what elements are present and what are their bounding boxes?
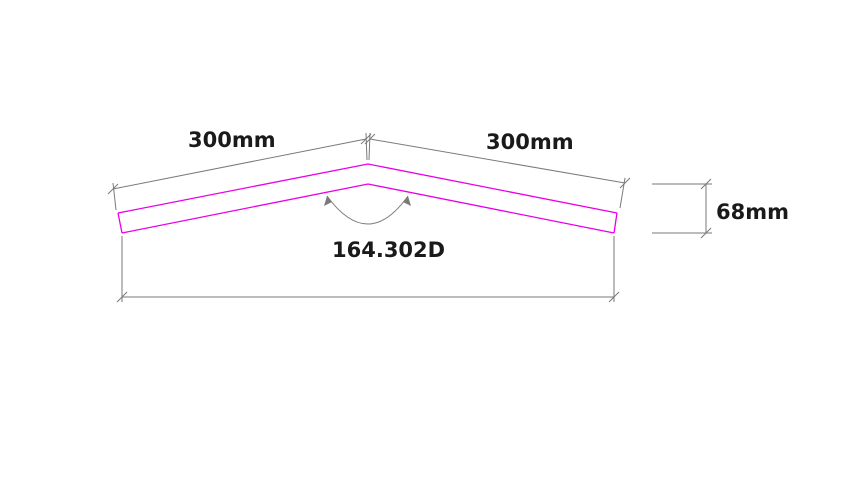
left-length-ext-left — [112, 182, 117, 211]
profile-right-end — [613, 212, 618, 234]
left-length-ext-right — [365, 132, 368, 161]
profile-left-end — [117, 212, 123, 234]
left-length-tick-right — [360, 133, 372, 145]
height-tick-top — [700, 178, 712, 190]
right-length-label: 300mm — [486, 130, 574, 154]
left-length-dimension-line — [112, 138, 367, 190]
angle-arc — [326, 195, 409, 225]
overall-width-tick-right — [608, 291, 620, 303]
right-length-dimension-line — [369, 138, 626, 184]
height-tick-bottom — [700, 227, 712, 239]
right-length-tick-right — [619, 177, 631, 189]
profile-inner-edge — [121, 183, 615, 234]
angle-arrow-right — [403, 196, 411, 206]
left-length-label: 300mm — [188, 128, 276, 152]
height-label: 68mm — [716, 200, 789, 224]
left-length-tick-left — [107, 183, 119, 195]
right-length-ext-right — [619, 177, 626, 209]
overall-width-tick-left — [116, 291, 128, 303]
dimension-lines — [107, 132, 712, 303]
angle-label: 164.302D — [332, 238, 445, 262]
right-length-ext-left — [368, 132, 371, 161]
bent-profile — [117, 163, 618, 234]
profile-outer-edge — [117, 163, 618, 214]
angle-arrow-left — [324, 196, 332, 206]
right-length-tick-left — [364, 133, 376, 145]
